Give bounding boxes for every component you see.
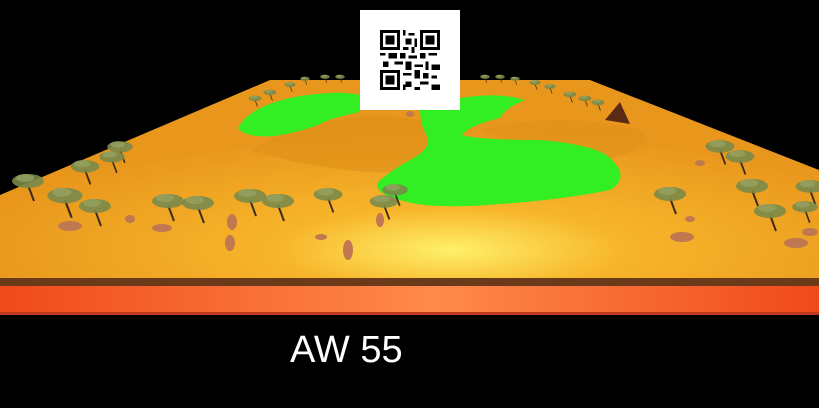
tree <box>263 89 277 101</box>
qr-code <box>360 10 460 110</box>
tree <box>70 160 100 185</box>
rock <box>784 238 808 248</box>
tree <box>234 189 266 217</box>
tree <box>284 82 296 92</box>
tree <box>107 141 133 164</box>
tree <box>563 91 577 103</box>
qr-code-icon <box>380 30 440 90</box>
rock <box>152 224 172 232</box>
grass-area <box>238 92 360 137</box>
tree <box>12 174 44 202</box>
soil-base <box>0 312 819 315</box>
vehicle-label: AW 55 <box>290 329 403 371</box>
tree <box>754 204 786 232</box>
tree <box>705 140 735 165</box>
tree <box>320 74 330 83</box>
tree <box>792 201 818 224</box>
tree <box>795 180 819 205</box>
soil-layer <box>0 286 819 312</box>
tree <box>300 76 310 85</box>
rock <box>125 215 135 223</box>
rocks <box>58 111 818 260</box>
tree <box>544 84 556 94</box>
tree <box>47 187 83 218</box>
tree <box>382 184 408 207</box>
rock <box>58 221 82 231</box>
tree <box>248 95 262 107</box>
rock <box>376 213 384 227</box>
trees <box>12 74 819 232</box>
tree <box>736 179 768 207</box>
tree <box>99 151 125 174</box>
rock <box>670 232 694 242</box>
tree <box>725 150 755 175</box>
rock <box>685 216 695 222</box>
rock <box>406 111 414 117</box>
rock <box>315 234 327 240</box>
tree <box>182 196 214 224</box>
tree <box>335 74 345 83</box>
tree <box>152 194 184 222</box>
rock <box>227 214 237 230</box>
tree <box>578 95 592 107</box>
tree <box>369 195 399 220</box>
tree <box>529 80 541 90</box>
terrain-edge <box>0 278 819 286</box>
tree <box>79 199 111 227</box>
tree <box>313 188 343 213</box>
grass-area <box>377 95 621 207</box>
tree <box>654 187 686 215</box>
dark-rock <box>605 102 630 124</box>
terrain-hill <box>480 120 645 160</box>
tree <box>591 99 605 111</box>
tree <box>510 76 520 85</box>
tree <box>495 74 505 83</box>
tree <box>480 74 490 83</box>
rock <box>695 160 705 166</box>
rock <box>802 228 818 236</box>
rock <box>343 240 353 260</box>
rock <box>225 235 235 251</box>
tree <box>262 194 294 222</box>
